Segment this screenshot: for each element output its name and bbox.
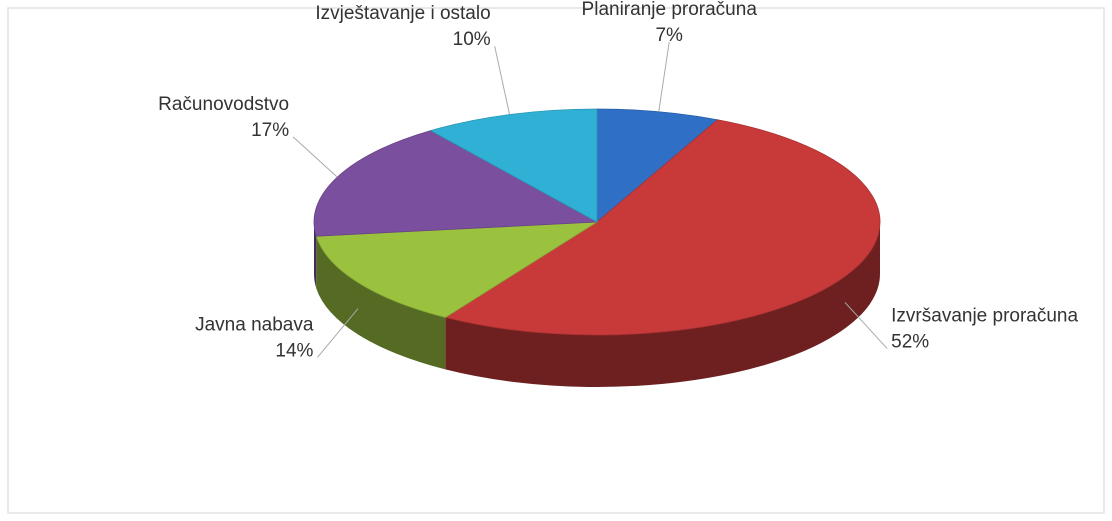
slice-value-label: 14% — [275, 340, 313, 361]
leader-line — [494, 46, 511, 115]
slice — [313, 130, 599, 237]
slice-value-label: 52% — [891, 332, 929, 353]
slice — [429, 108, 598, 223]
leader-line — [317, 308, 359, 358]
leader-line — [658, 42, 670, 112]
slice — [315, 221, 599, 318]
leader-line — [844, 302, 888, 349]
slice-side — [316, 236, 446, 370]
leader-line — [292, 136, 338, 178]
slice-value-label: 7% — [655, 25, 683, 46]
slice-value-label: 17% — [251, 120, 289, 141]
slice-label: Izvještavanje i ostalo — [315, 3, 490, 24]
slice-label: Javna nabava — [195, 314, 314, 335]
slice — [444, 119, 881, 336]
slice — [596, 108, 719, 223]
slice-label: Izvršavanje proračuna — [891, 306, 1078, 327]
slice-side — [445, 222, 880, 387]
slice-side — [314, 222, 317, 289]
slice-label: Računovodstvo — [158, 94, 289, 115]
slice-label: Planiranje proračuna — [582, 0, 758, 20]
slice-value-label: 10% — [453, 29, 491, 50]
